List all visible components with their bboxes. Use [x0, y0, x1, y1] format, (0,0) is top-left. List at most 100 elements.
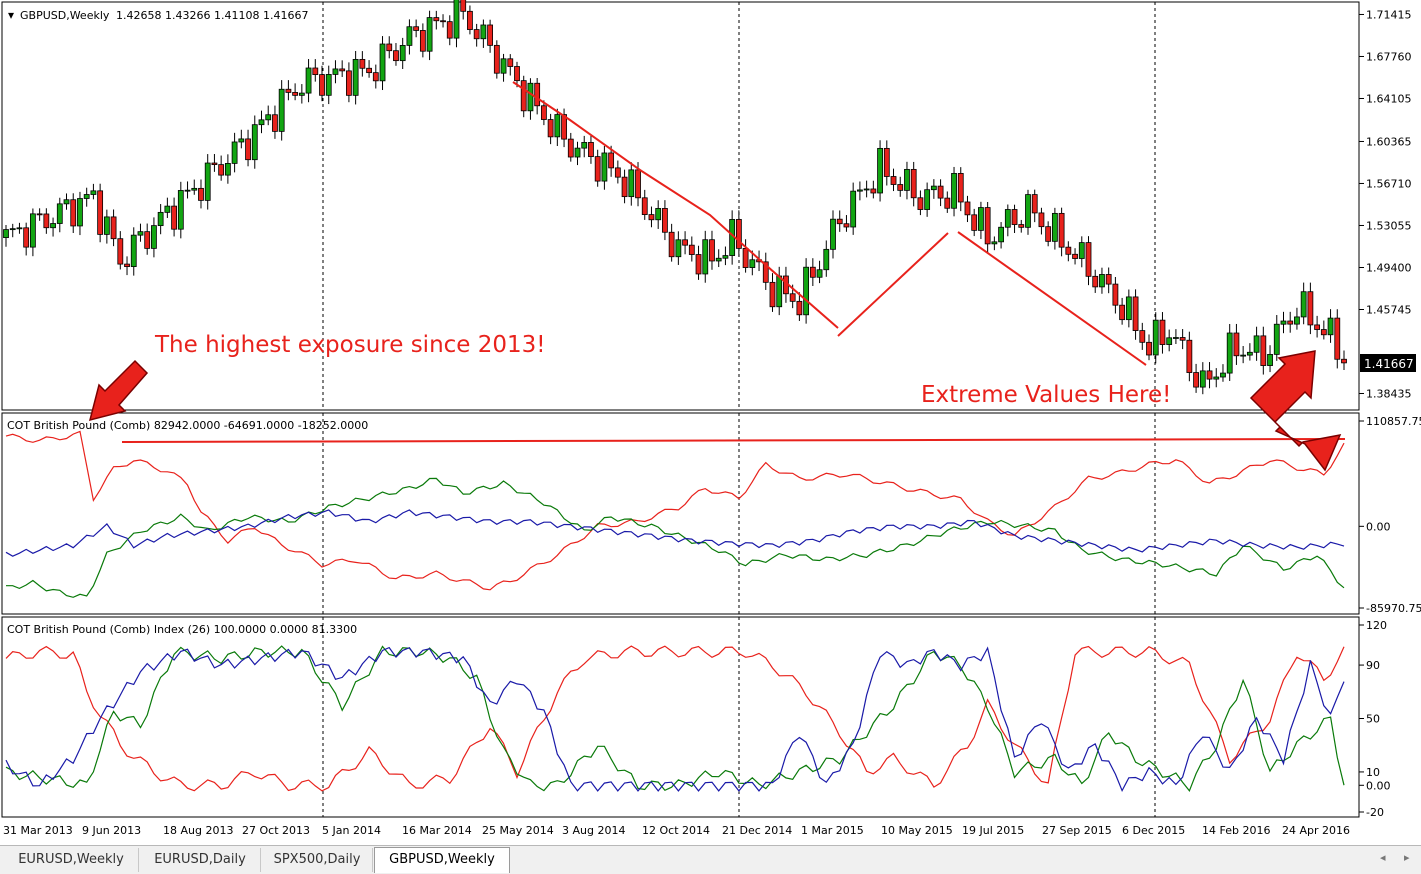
chart-tab-bar: EURUSD,Weekly EURUSD,Daily SPX500,Daily …	[0, 845, 1421, 874]
candle-body	[1199, 370, 1206, 388]
candle-body	[527, 82, 534, 112]
candle-body	[1280, 320, 1287, 325]
tab-spx500-daily[interactable]: SPX500,Daily	[262, 848, 373, 872]
candle-body	[1105, 274, 1112, 285]
x-tick-label: 5 Jan 2014	[322, 824, 381, 837]
candle-body	[1031, 194, 1038, 214]
candle-body	[298, 92, 305, 96]
y-tick-label: 120	[1366, 619, 1387, 632]
candle-body	[850, 190, 857, 228]
candle-body	[110, 216, 117, 240]
candle-body	[446, 21, 453, 39]
candle-body	[366, 67, 372, 74]
candle-body	[998, 226, 1004, 243]
scroll-right-icon[interactable]: ▸	[1404, 851, 1410, 864]
y-tick-label: 0.00	[1366, 520, 1391, 533]
tab-gbpusd-weekly[interactable]: GBPUSD,Weekly	[374, 847, 510, 873]
candle-body	[325, 74, 332, 96]
candle-body	[1307, 291, 1314, 326]
price-panel[interactable]: 1.71415 1.67760 1.64105 1.60365 1.56710 1.530…	[1, 0, 1416, 411]
candle-body	[305, 67, 312, 94]
candle-body	[265, 114, 272, 121]
candle-body	[413, 26, 420, 31]
candle-body	[917, 197, 924, 210]
candle-body	[789, 293, 796, 302]
candle-body	[500, 58, 507, 74]
candle-body	[419, 30, 426, 52]
candle-body	[460, 0, 467, 12]
candle-body	[588, 142, 594, 158]
candle-body	[984, 207, 991, 245]
candle-body	[1025, 194, 1031, 228]
x-tick-label: 18 Aug 2013	[163, 824, 233, 837]
collapse-triangle-icon[interactable]: ▾	[8, 8, 14, 22]
candle-body	[702, 239, 709, 275]
candle-body	[1206, 370, 1213, 380]
scroll-left-icon[interactable]: ◂	[1380, 851, 1386, 864]
cot-index-panel[interactable]: 120 90 50 100.00 -20 COT British Pound (Comb…	[1, 616, 1391, 819]
candle-body	[735, 219, 742, 249]
chart-area[interactable]: 1.71415 1.67760 1.64105 1.60365 1.56710 1.530…	[0, 0, 1421, 845]
indicator-series-line	[5, 646, 1345, 793]
candle-body	[83, 194, 90, 199]
candle-body	[1327, 317, 1334, 336]
indicator-series-line	[5, 509, 1345, 557]
candle-body	[406, 26, 413, 46]
candle-body	[487, 24, 494, 46]
candle-body	[3, 229, 9, 239]
x-tick-label: 9 Jun 2013	[82, 824, 141, 837]
candle-body	[937, 185, 944, 199]
candle-body	[1152, 319, 1159, 356]
candle-body	[641, 197, 648, 215]
cot-panel[interactable]: 110857.75 0.00 -85970.75 COT British Pound…	[1, 412, 1421, 615]
x-tick-label: 10 May 2015	[881, 824, 953, 837]
candle-body	[238, 138, 245, 143]
y-tick-label: 1.64105	[1366, 92, 1412, 105]
tab-eurusd-daily[interactable]: EURUSD,Daily	[140, 848, 261, 872]
candle-body	[90, 190, 97, 195]
candle-body	[655, 208, 662, 221]
candle-body	[493, 44, 500, 74]
y-tick-label: 1.53055	[1366, 219, 1412, 232]
candle-body	[36, 213, 43, 216]
candle-body	[1213, 376, 1220, 380]
candle-body	[319, 74, 325, 96]
candle-body	[1253, 335, 1260, 353]
candle-body	[715, 257, 722, 262]
candle-body	[292, 92, 299, 96]
candle-body	[1092, 275, 1099, 288]
candle-body	[218, 164, 225, 176]
y-tick-label: -20	[1366, 806, 1384, 819]
current-price-box	[1360, 354, 1416, 372]
candle-body	[1341, 358, 1347, 364]
candle-body	[547, 119, 554, 138]
candle-body	[749, 259, 756, 268]
candle-body	[1099, 274, 1105, 288]
candle-body	[372, 72, 379, 82]
candle-body	[77, 198, 83, 227]
candle-body	[251, 124, 258, 161]
time-axis: 31 Mar 2013 9 Jun 2013 18 Aug 2013 27 Oct 2…	[3, 824, 1350, 837]
y-tick-label: 1.71415	[1366, 8, 1412, 21]
x-tick-label: 24 Apr 2016	[1282, 824, 1350, 837]
candle-body	[1004, 209, 1011, 228]
candle-body	[1045, 226, 1052, 242]
candle-body	[924, 189, 931, 210]
candle-body	[1065, 246, 1072, 255]
tab-eurusd-weekly[interactable]: EURUSD,Weekly	[4, 848, 139, 872]
candle-body	[1260, 335, 1267, 366]
candle-body	[1139, 330, 1146, 343]
candle-body	[742, 247, 749, 268]
candle-body	[904, 168, 910, 191]
y-tick-label: 1.60365	[1366, 135, 1412, 148]
candle-body	[722, 255, 729, 259]
candle-body	[823, 248, 830, 271]
candle-body	[554, 114, 561, 138]
y-tick-label: 1.56710	[1366, 177, 1412, 190]
candle-body	[930, 185, 937, 191]
candle-body	[507, 58, 514, 67]
y-tick-label: 110857.75	[1366, 415, 1421, 428]
candle-body	[171, 205, 177, 230]
candle-body	[1011, 209, 1018, 225]
candle-body	[567, 138, 574, 158]
